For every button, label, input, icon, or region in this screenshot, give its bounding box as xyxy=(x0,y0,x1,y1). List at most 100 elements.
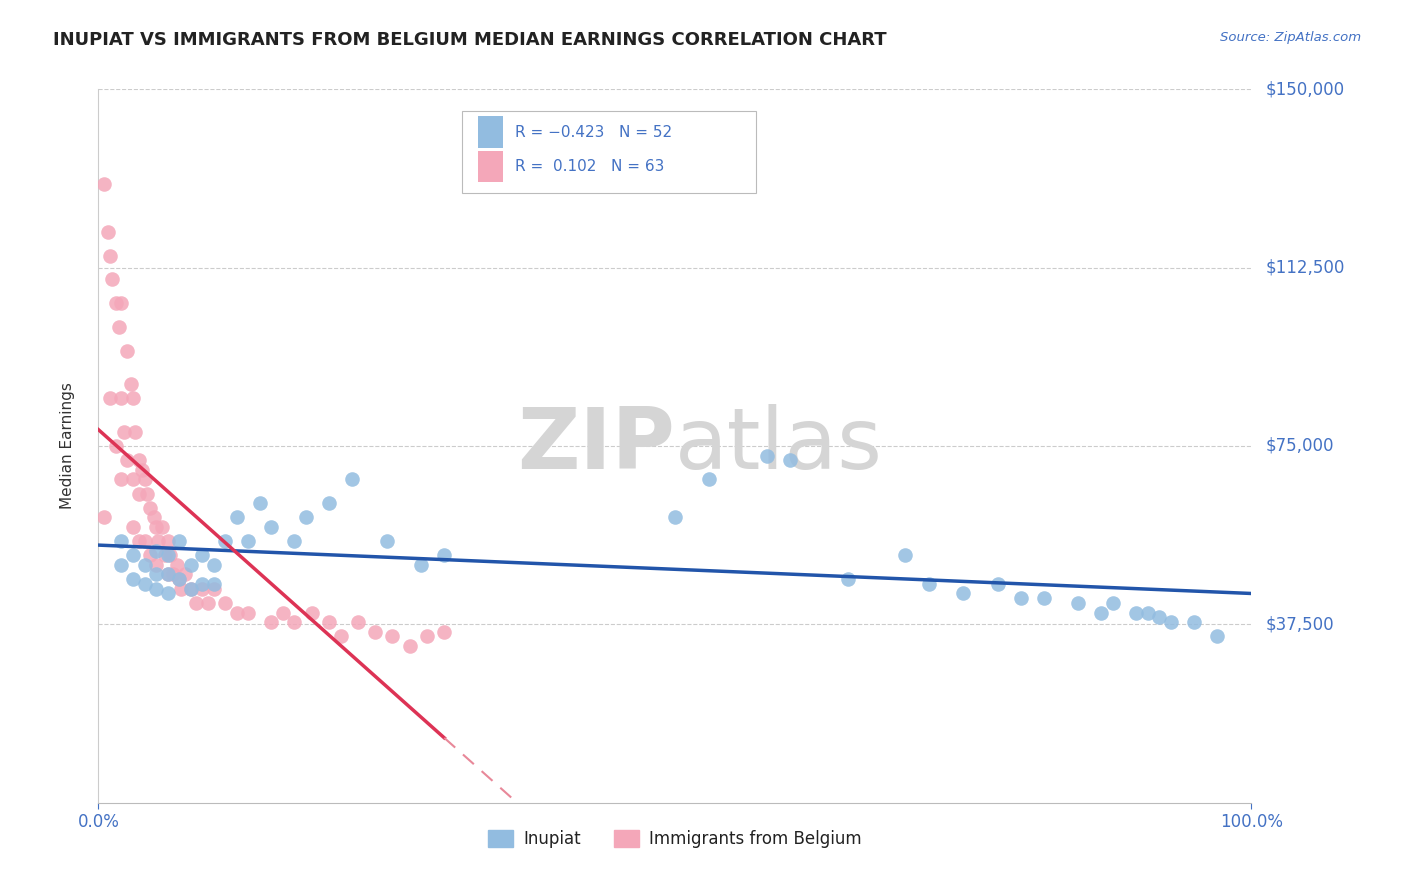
Point xyxy=(93,510,115,524)
Point xyxy=(756,449,779,463)
Point xyxy=(375,534,398,549)
Point xyxy=(340,472,363,486)
Point xyxy=(283,534,305,549)
Point xyxy=(134,472,156,486)
Point xyxy=(124,425,146,439)
Point xyxy=(283,615,305,629)
Text: $150,000: $150,000 xyxy=(1265,80,1344,98)
Point xyxy=(1010,591,1032,606)
Point xyxy=(156,567,179,582)
Point xyxy=(112,425,135,439)
Text: atlas: atlas xyxy=(675,404,883,488)
Point xyxy=(122,549,145,563)
Point xyxy=(191,582,214,596)
Point xyxy=(664,510,686,524)
Point xyxy=(156,549,179,563)
Point xyxy=(260,615,283,629)
Point xyxy=(122,520,145,534)
Point xyxy=(364,624,387,639)
Point xyxy=(117,453,139,467)
Point xyxy=(191,549,214,563)
Point xyxy=(142,510,165,524)
Point xyxy=(139,500,162,515)
Y-axis label: Median Earnings: Median Earnings xyxy=(60,383,75,509)
Point xyxy=(191,577,214,591)
Point xyxy=(238,534,260,549)
Point xyxy=(952,586,974,600)
Point xyxy=(159,549,181,563)
Point xyxy=(167,572,190,586)
Point xyxy=(214,596,236,610)
Point xyxy=(134,534,156,549)
Point xyxy=(894,549,917,563)
Point xyxy=(1182,615,1205,629)
Point xyxy=(104,439,127,453)
Point xyxy=(1136,606,1159,620)
Point xyxy=(347,615,370,629)
Point xyxy=(699,472,721,486)
Point xyxy=(156,567,179,582)
Point xyxy=(225,510,247,524)
Point xyxy=(128,534,150,549)
Point xyxy=(329,629,352,643)
Point xyxy=(139,549,162,563)
Point xyxy=(1067,596,1090,610)
Point xyxy=(1032,591,1054,606)
Point xyxy=(411,558,433,572)
FancyBboxPatch shape xyxy=(461,111,755,193)
Point xyxy=(104,296,127,310)
Text: $37,500: $37,500 xyxy=(1265,615,1334,633)
Point xyxy=(145,582,167,596)
Point xyxy=(1125,606,1147,620)
Point xyxy=(987,577,1010,591)
Point xyxy=(186,596,208,610)
Text: $112,500: $112,500 xyxy=(1265,259,1344,277)
Point xyxy=(122,472,145,486)
Point xyxy=(180,582,202,596)
Point xyxy=(1102,596,1125,610)
Point xyxy=(145,567,167,582)
Point xyxy=(416,629,439,643)
Point xyxy=(381,629,404,643)
Point xyxy=(162,567,184,582)
Point xyxy=(120,377,142,392)
Point xyxy=(433,624,456,639)
Point xyxy=(167,572,190,586)
Point xyxy=(318,615,340,629)
Point xyxy=(135,486,157,500)
Point xyxy=(122,392,145,406)
Point xyxy=(271,606,294,620)
Point xyxy=(202,577,225,591)
Point xyxy=(145,520,167,534)
Point xyxy=(225,606,247,620)
Text: Source: ZipAtlas.com: Source: ZipAtlas.com xyxy=(1220,31,1361,45)
Point xyxy=(155,549,177,563)
Point xyxy=(249,496,271,510)
Point xyxy=(97,225,120,239)
Point xyxy=(145,543,167,558)
Point xyxy=(108,320,131,334)
Point xyxy=(174,567,197,582)
Point xyxy=(110,296,132,310)
Text: R =  0.102   N = 63: R = 0.102 N = 63 xyxy=(515,159,664,174)
Text: ZIP: ZIP xyxy=(517,404,675,488)
Point xyxy=(1160,615,1182,629)
Point xyxy=(917,577,939,591)
Point xyxy=(837,572,859,586)
Point xyxy=(197,596,219,610)
Point xyxy=(295,510,318,524)
Point xyxy=(128,453,150,467)
Text: $75,000: $75,000 xyxy=(1265,437,1334,455)
Point xyxy=(98,392,121,406)
Point xyxy=(301,606,323,620)
Point xyxy=(214,534,236,549)
Text: INUPIAT VS IMMIGRANTS FROM BELGIUM MEDIAN EARNINGS CORRELATION CHART: INUPIAT VS IMMIGRANTS FROM BELGIUM MEDIA… xyxy=(53,31,887,49)
Point xyxy=(167,534,190,549)
Point xyxy=(398,639,420,653)
Point xyxy=(110,392,132,406)
Point xyxy=(98,249,121,263)
Point xyxy=(110,472,132,486)
Point xyxy=(180,558,202,572)
Point xyxy=(180,582,202,596)
Text: R = −0.423   N = 52: R = −0.423 N = 52 xyxy=(515,125,672,139)
